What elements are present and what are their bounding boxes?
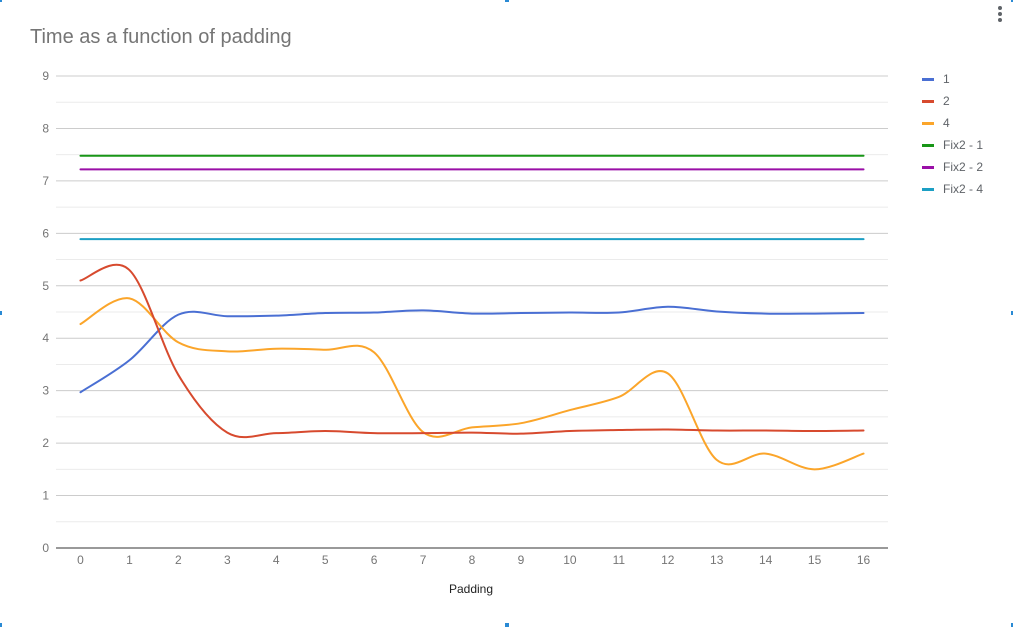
x-tick-label: 5 bbox=[322, 553, 329, 567]
x-tick-label: 2 bbox=[175, 553, 182, 567]
legend-item[interactable]: 1 bbox=[922, 68, 983, 90]
y-tick-label: 9 bbox=[42, 69, 49, 83]
gridlines bbox=[56, 75, 888, 549]
x-axis-title: Padding bbox=[449, 582, 493, 596]
x-tick-label: 15 bbox=[808, 553, 822, 567]
y-tick-label: 0 bbox=[42, 541, 49, 555]
x-tick-label: 12 bbox=[661, 553, 675, 567]
y-tick-label: 4 bbox=[42, 331, 49, 345]
x-tick-label: 9 bbox=[518, 553, 525, 567]
legend-swatch bbox=[922, 77, 934, 81]
y-tick-label: 7 bbox=[42, 174, 49, 188]
selection-handle-left[interactable] bbox=[0, 311, 2, 315]
y-tick-label: 8 bbox=[42, 121, 49, 135]
y-tick-label: 1 bbox=[42, 489, 49, 503]
legend-swatch bbox=[922, 187, 934, 191]
x-tick-label: 16 bbox=[857, 553, 871, 567]
legend-label: 4 bbox=[943, 116, 950, 130]
more-vert-icon[interactable] bbox=[997, 6, 1003, 24]
legend-label: Fix2 - 2 bbox=[943, 160, 984, 174]
y-axis-ticks: 0 1 2 3 4 5 6 7 8 9 bbox=[42, 69, 49, 555]
selection-handle-top-right[interactable] bbox=[1011, 0, 1013, 2]
legend-swatch bbox=[922, 143, 934, 147]
legend-label: Fix2 - 1 bbox=[943, 138, 984, 152]
series-lines bbox=[79, 154, 865, 471]
x-tick-label: 6 bbox=[371, 553, 378, 567]
series-line-4[interactable] bbox=[79, 297, 865, 471]
y-tick-label: 6 bbox=[42, 226, 49, 240]
legend-item[interactable]: 4 bbox=[922, 112, 983, 134]
legend-item[interactable]: Fix2 - 2 bbox=[922, 156, 983, 178]
chart-title: Time as a function of padding bbox=[30, 26, 292, 48]
legend-item[interactable]: Fix2 - 4 bbox=[922, 178, 983, 200]
x-axis-ticks: 0 1 2 3 4 5 6 7 8 9 10 11 12 13 14 15 16 bbox=[77, 553, 870, 567]
x-tick-label: 14 bbox=[759, 553, 773, 567]
selection-handle-bottom-left[interactable] bbox=[0, 623, 2, 627]
series-line-1[interactable] bbox=[79, 305, 865, 394]
x-tick-label: 11 bbox=[613, 553, 626, 567]
x-tick-label: 1 bbox=[126, 553, 133, 567]
x-tick-label: 4 bbox=[273, 553, 280, 567]
selection-handle-bottom[interactable] bbox=[505, 623, 509, 627]
legend-label: 1 bbox=[943, 72, 950, 86]
legend-item[interactable]: Fix2 - 1 bbox=[922, 134, 983, 156]
x-tick-label: 7 bbox=[420, 553, 427, 567]
selection-handle-bottom-right[interactable] bbox=[1011, 623, 1013, 627]
legend-swatch bbox=[922, 99, 934, 103]
selection-handle-top[interactable] bbox=[505, 0, 509, 2]
y-tick-label: 2 bbox=[42, 436, 49, 450]
legend-label: 2 bbox=[943, 94, 950, 108]
legend-swatch bbox=[922, 165, 934, 169]
x-tick-label: 10 bbox=[563, 553, 577, 567]
legend-item[interactable]: 2 bbox=[922, 90, 983, 112]
legend-label: Fix2 - 4 bbox=[943, 182, 984, 196]
legend: 1 2 4 Fix2 - 1 Fix2 - 2 Fix2 - 4 bbox=[922, 68, 983, 200]
x-tick-label: 3 bbox=[224, 553, 231, 567]
x-tick-label: 8 bbox=[469, 553, 476, 567]
selection-handle-top-left[interactable] bbox=[0, 0, 2, 2]
x-tick-label: 13 bbox=[710, 553, 724, 567]
y-tick-label: 5 bbox=[42, 279, 49, 293]
x-tick-label: 0 bbox=[77, 553, 84, 567]
y-tick-label: 3 bbox=[42, 384, 49, 398]
legend-swatch bbox=[922, 121, 934, 125]
selection-handle-right[interactable] bbox=[1011, 311, 1013, 315]
series-line-2[interactable] bbox=[79, 263, 865, 439]
